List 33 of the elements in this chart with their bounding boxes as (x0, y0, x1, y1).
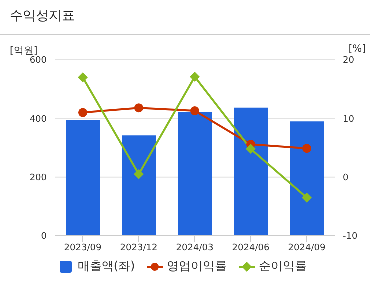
point (190, 72, 200, 82)
chart-title: 수익성지표 (0, 0, 370, 35)
bar (66, 120, 100, 236)
legend-label: 매출액(좌) (78, 258, 136, 275)
point (190, 106, 200, 116)
y-tick-label: 600 (30, 56, 48, 66)
bar (178, 112, 212, 236)
y2-tick-label: -10 (343, 232, 358, 242)
point (246, 144, 256, 154)
point (78, 72, 88, 83)
x-tick-label: 2023/09 (64, 243, 102, 254)
y-tick-label: 200 (30, 174, 48, 184)
point (302, 192, 312, 203)
y-axis-title: [억원] (10, 45, 38, 57)
bar (290, 122, 324, 236)
y2-tick-label: 20 (343, 56, 355, 66)
legend-label: 순이익률 (259, 258, 308, 275)
y2-tick-label: 0 (343, 174, 349, 184)
point (134, 169, 144, 180)
x-tick-label: 2024/09 (288, 243, 326, 254)
point (134, 104, 144, 113)
x-tick-label: 2024/06 (232, 243, 270, 254)
point (78, 108, 88, 118)
y-tick-label: 400 (30, 114, 48, 125)
bar (122, 136, 156, 236)
y2-axis-title: [%] (348, 44, 366, 55)
bar (234, 108, 268, 236)
x-tick-label: 2024/03 (176, 243, 214, 254)
y-tick-label: 0 (41, 232, 48, 242)
legend-label: 영업이익률 (167, 258, 228, 275)
point (302, 144, 312, 154)
x-tick-label: 2023/12 (120, 243, 158, 254)
y2-tick-label: 10 (343, 114, 355, 125)
